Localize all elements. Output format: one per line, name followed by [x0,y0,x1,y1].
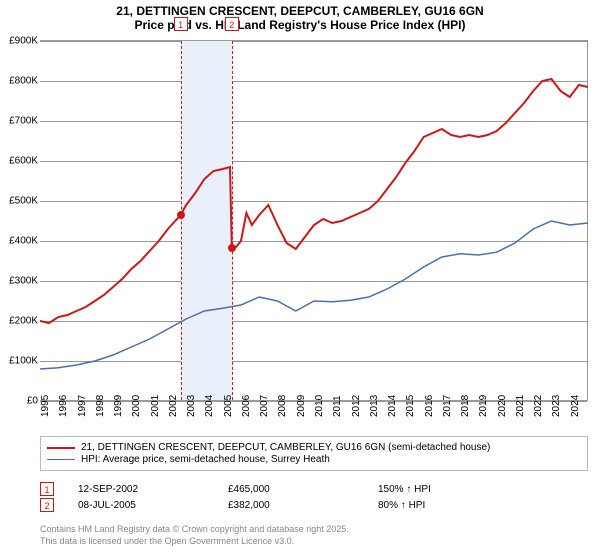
x-tick-label: 2019 [478,395,489,417]
annotation-hpi-pct: 80% ↑ HPI [378,500,528,511]
x-tick-label: 1998 [95,395,106,417]
annotation-hpi-pct: 150% ↑ HPI [378,484,528,495]
title-block: 21, DETTINGEN CRESCENT, DEEPCUT, CAMBERL… [0,0,600,34]
x-tick-label: 2018 [460,395,471,417]
legend-label: 21, DETTINGEN CRESCENT, DEEPCUT, CAMBERL… [81,442,490,453]
x-tick-label: 2005 [223,395,234,417]
y-tick-label: £0 [0,396,38,407]
y-tick-label: £400K [0,236,38,247]
x-tick-label: 2012 [351,395,362,417]
y-tick-label: £800K [0,76,38,87]
x-tick-label: 2014 [387,395,398,417]
y-tick-label: £200K [0,316,38,327]
annotation-price: £382,000 [228,500,378,511]
y-tick-label: £100K [0,356,38,367]
series-price-paid [40,79,588,323]
marker-badge: 1 [174,17,188,31]
x-tick-label: 2007 [259,395,270,417]
x-tick-label: 2024 [570,395,581,417]
x-tick-label: 1995 [40,395,51,417]
x-tick-label: 2004 [204,395,215,417]
y-tick-label: £600K [0,156,38,167]
x-tick-label: 2003 [186,395,197,417]
x-tick-label: 2000 [131,395,142,417]
chart-plot-area: £0£100K£200K£300K£400K£500K£600K£700K£80… [40,40,588,400]
x-axis: 1995199619971998199920002001200220032004… [40,400,588,430]
x-tick-label: 2022 [533,395,544,417]
y-tick-label: £900K [0,36,38,47]
y-tick-label: £300K [0,276,38,287]
x-tick-label: 1996 [58,395,69,417]
x-tick-label: 2021 [515,395,526,417]
annotation-row: 2 08-JUL-2005£382,00080% ↑ HPI [40,498,588,512]
series-svg [40,41,588,401]
legend-swatch [47,459,75,460]
title-line-1: 21, DETTINGEN CRESCENT, DEEPCUT, CAMBERL… [0,4,600,18]
series-hpi [40,221,588,369]
x-tick-label: 2008 [277,395,288,417]
x-tick-label: 2009 [296,395,307,417]
x-tick-label: 2023 [551,395,562,417]
x-tick-label: 2020 [497,395,508,417]
x-tick-label: 2016 [424,395,435,417]
annotation-badge: 1 [40,482,54,496]
annotation-table: 1 12-SEP-2002£465,000150% ↑ HPI 2 08-JUL-20… [40,480,588,514]
x-tick-label: 2010 [314,395,325,417]
x-tick-label: 1997 [77,395,88,417]
marker-badge: 2 [225,17,239,31]
legend-label: HPI: Average price, semi-detached house,… [81,454,330,465]
legend-row: HPI: Average price, semi-detached house,… [47,454,581,465]
footer-attribution: Contains HM Land Registry data © Crown c… [40,524,588,547]
x-tick-label: 2017 [442,395,453,417]
y-tick-label: £700K [0,116,38,127]
annotation-row: 1 12-SEP-2002£465,000150% ↑ HPI [40,482,588,496]
x-tick-label: 2011 [332,395,343,417]
footer-line-2: This data is licensed under the Open Gov… [40,536,588,548]
y-tick-label: £500K [0,196,38,207]
x-tick-label: 2001 [150,395,161,417]
legend: 21, DETTINGEN CRESCENT, DEEPCUT, CAMBERL… [40,436,588,471]
x-tick-label: 2006 [241,395,252,417]
x-tick-label: 2015 [405,395,416,417]
annotation-price: £465,000 [228,484,378,495]
x-tick-label: 2002 [168,395,179,417]
x-tick-label: 1999 [113,395,124,417]
legend-swatch [47,447,75,449]
annotation-badge: 2 [40,498,54,512]
annotation-date: 08-JUL-2005 [78,500,228,511]
x-tick-label: 2013 [369,395,380,417]
title-line-2: Price paid vs. HM Land Registry's House … [0,18,600,32]
chart-container: 21, DETTINGEN CRESCENT, DEEPCUT, CAMBERL… [0,0,600,560]
legend-row: 21, DETTINGEN CRESCENT, DEEPCUT, CAMBERL… [47,442,581,453]
footer-line-1: Contains HM Land Registry data © Crown c… [40,524,588,536]
annotation-date: 12-SEP-2002 [78,484,228,495]
